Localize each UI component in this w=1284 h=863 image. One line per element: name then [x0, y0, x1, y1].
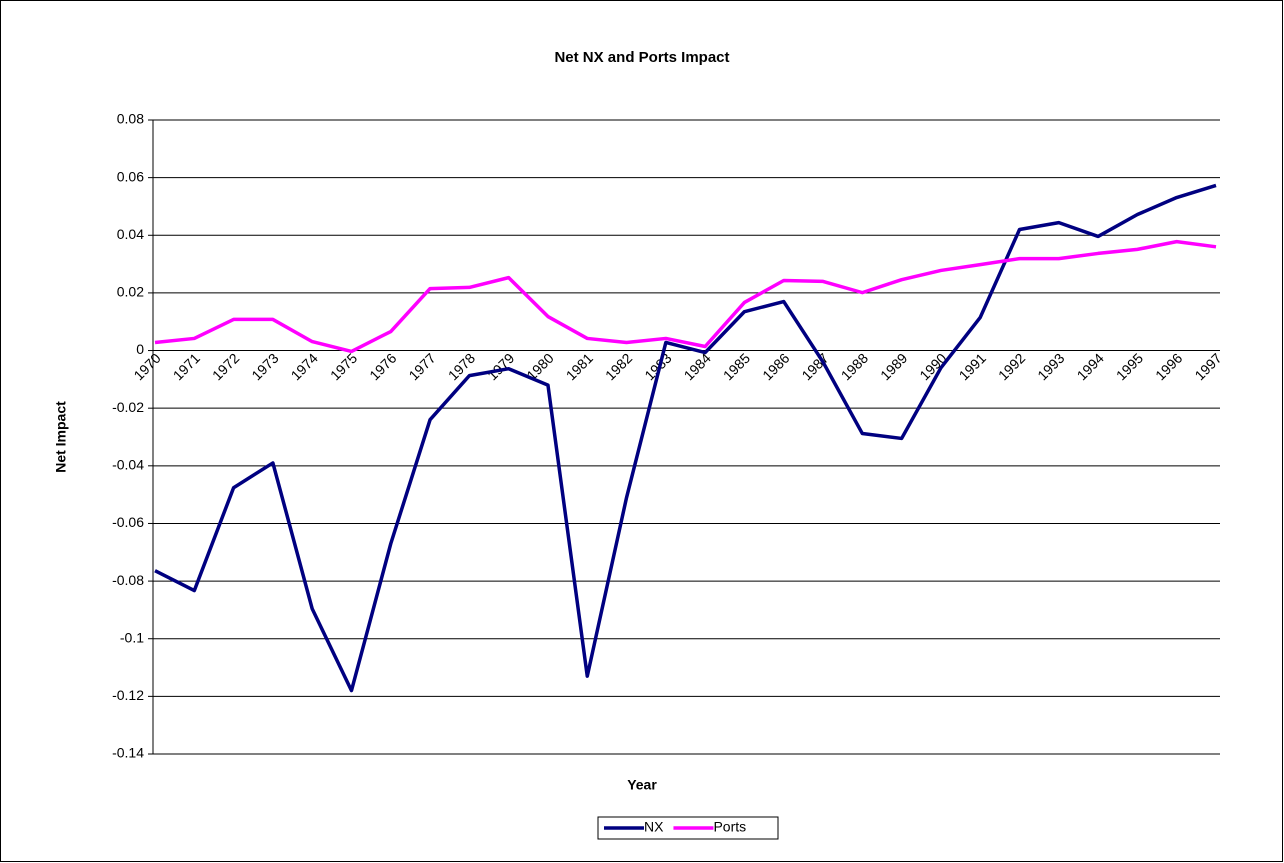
- y-tick-label: -0.04: [112, 457, 144, 473]
- y-tick-label: 0.08: [117, 111, 144, 127]
- y-tick-label: -0.12: [112, 687, 144, 703]
- y-tick-label: 0.04: [117, 226, 144, 242]
- x-axis-label: Year: [627, 777, 657, 793]
- line-series: [154, 183, 1217, 693]
- y-tick-label: -0.14: [112, 745, 144, 761]
- y-axis-label: Net Impact: [53, 401, 69, 473]
- legend-label: Ports: [713, 819, 746, 835]
- y-tick-label: 0.02: [117, 284, 144, 300]
- y-tick-label: -0.06: [112, 514, 144, 530]
- y-tick-label: -0.08: [112, 572, 144, 588]
- chart-title: Net NX and Ports Impact: [554, 49, 729, 66]
- legend-label: NX: [644, 819, 664, 835]
- y-tick-label: 0.06: [117, 168, 144, 184]
- y-tick-label: 0: [136, 341, 144, 357]
- y-tick-label: -0.1: [120, 629, 144, 645]
- line-series: [154, 239, 1217, 354]
- y-tick-label: -0.02: [112, 399, 144, 415]
